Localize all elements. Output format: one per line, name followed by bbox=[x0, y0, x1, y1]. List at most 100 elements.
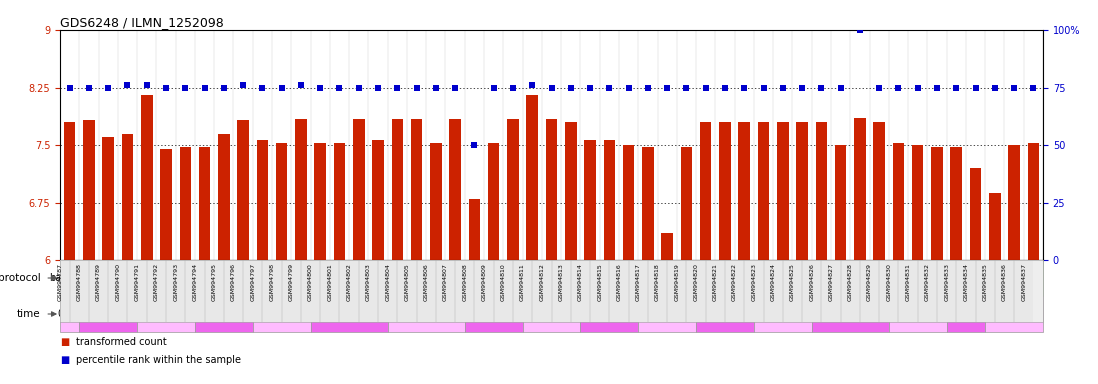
Bar bbox=[609, 260, 628, 322]
Bar bbox=[257, 141, 268, 260]
Point bbox=[697, 84, 715, 91]
Bar bbox=[661, 233, 673, 260]
Text: GSM994799: GSM994799 bbox=[289, 263, 294, 301]
Bar bbox=[109, 260, 127, 322]
Bar bbox=[219, 134, 229, 260]
Text: GSM994820: GSM994820 bbox=[694, 263, 698, 301]
Bar bbox=[160, 149, 171, 260]
Text: GSM994823: GSM994823 bbox=[751, 263, 757, 301]
Text: 2 wk: 2 wk bbox=[97, 309, 120, 319]
FancyBboxPatch shape bbox=[79, 260, 581, 296]
Bar bbox=[301, 260, 321, 322]
Text: 6 wk: 6 wk bbox=[212, 309, 235, 319]
Bar bbox=[507, 119, 518, 260]
Bar bbox=[719, 122, 731, 260]
Text: GSM994790: GSM994790 bbox=[115, 263, 121, 301]
FancyBboxPatch shape bbox=[985, 296, 1043, 332]
FancyBboxPatch shape bbox=[195, 296, 253, 332]
Bar bbox=[802, 260, 821, 322]
Bar bbox=[1008, 145, 1020, 260]
Point bbox=[234, 82, 251, 88]
Bar bbox=[372, 141, 384, 260]
Bar bbox=[699, 122, 712, 260]
Point bbox=[157, 84, 175, 91]
Text: GSM994793: GSM994793 bbox=[173, 263, 178, 301]
FancyBboxPatch shape bbox=[253, 296, 311, 332]
Bar bbox=[456, 260, 474, 322]
FancyBboxPatch shape bbox=[137, 296, 195, 332]
Bar bbox=[488, 144, 500, 260]
Bar bbox=[436, 260, 456, 322]
Bar bbox=[147, 260, 166, 322]
Text: GSM994825: GSM994825 bbox=[789, 263, 795, 301]
Text: GSM994805: GSM994805 bbox=[404, 263, 410, 301]
Bar bbox=[590, 260, 609, 322]
Point bbox=[736, 84, 753, 91]
Text: GSM994832: GSM994832 bbox=[925, 263, 930, 301]
Bar bbox=[571, 260, 590, 322]
Text: 4 wk: 4 wk bbox=[656, 309, 679, 319]
Bar bbox=[628, 260, 648, 322]
Point bbox=[909, 84, 927, 91]
Text: GSM994792: GSM994792 bbox=[154, 263, 159, 301]
FancyBboxPatch shape bbox=[581, 296, 638, 332]
Text: 24 wk: 24 wk bbox=[999, 309, 1029, 319]
Text: high fat diet: high fat diet bbox=[782, 273, 841, 283]
Bar bbox=[430, 144, 441, 260]
Bar bbox=[893, 144, 905, 260]
Text: 8 wk: 8 wk bbox=[270, 309, 293, 319]
Bar bbox=[179, 147, 191, 260]
Text: GSM994831: GSM994831 bbox=[906, 263, 910, 301]
Bar bbox=[469, 199, 480, 260]
Bar bbox=[725, 260, 744, 322]
Text: GSM994789: GSM994789 bbox=[96, 263, 101, 301]
Point bbox=[466, 142, 483, 148]
Bar bbox=[237, 121, 249, 260]
Point bbox=[215, 84, 233, 91]
Point bbox=[330, 84, 348, 91]
Point bbox=[562, 84, 580, 91]
Bar bbox=[102, 137, 114, 260]
Point bbox=[986, 84, 1004, 91]
Bar bbox=[937, 260, 956, 322]
Bar bbox=[141, 95, 153, 260]
FancyBboxPatch shape bbox=[696, 296, 754, 332]
Bar bbox=[411, 119, 423, 260]
FancyBboxPatch shape bbox=[638, 296, 696, 332]
Bar bbox=[339, 260, 359, 322]
Bar bbox=[565, 122, 576, 260]
Bar bbox=[975, 260, 995, 322]
Point bbox=[389, 84, 406, 91]
Bar bbox=[474, 260, 494, 322]
FancyBboxPatch shape bbox=[311, 296, 388, 332]
Bar bbox=[243, 260, 262, 322]
Point bbox=[754, 84, 772, 91]
Text: 16 wk: 16 wk bbox=[412, 309, 440, 319]
Bar bbox=[127, 260, 147, 322]
Bar bbox=[1028, 144, 1039, 260]
Text: GSM994807: GSM994807 bbox=[442, 263, 448, 301]
Text: 24 wk: 24 wk bbox=[537, 309, 567, 319]
Bar bbox=[951, 147, 962, 260]
Point bbox=[177, 84, 194, 91]
Bar bbox=[873, 122, 885, 260]
Point bbox=[524, 82, 541, 88]
Text: GSM994833: GSM994833 bbox=[944, 263, 949, 301]
Bar bbox=[276, 144, 288, 260]
FancyBboxPatch shape bbox=[388, 296, 464, 332]
Bar bbox=[334, 144, 345, 260]
Text: 20 wk: 20 wk bbox=[951, 309, 981, 319]
Point bbox=[485, 84, 503, 91]
Text: GSM994835: GSM994835 bbox=[983, 263, 988, 301]
Bar bbox=[397, 260, 416, 322]
Text: GSM994817: GSM994817 bbox=[636, 263, 641, 301]
Text: 20 wk: 20 wk bbox=[479, 309, 508, 319]
Bar bbox=[796, 122, 808, 260]
Text: 16 wk: 16 wk bbox=[904, 309, 932, 319]
Text: GSM994812: GSM994812 bbox=[539, 263, 545, 301]
Text: GSM994834: GSM994834 bbox=[963, 263, 968, 301]
Bar bbox=[584, 141, 596, 260]
Bar bbox=[494, 260, 513, 322]
Text: GSM994829: GSM994829 bbox=[867, 263, 872, 301]
Point bbox=[871, 84, 888, 91]
